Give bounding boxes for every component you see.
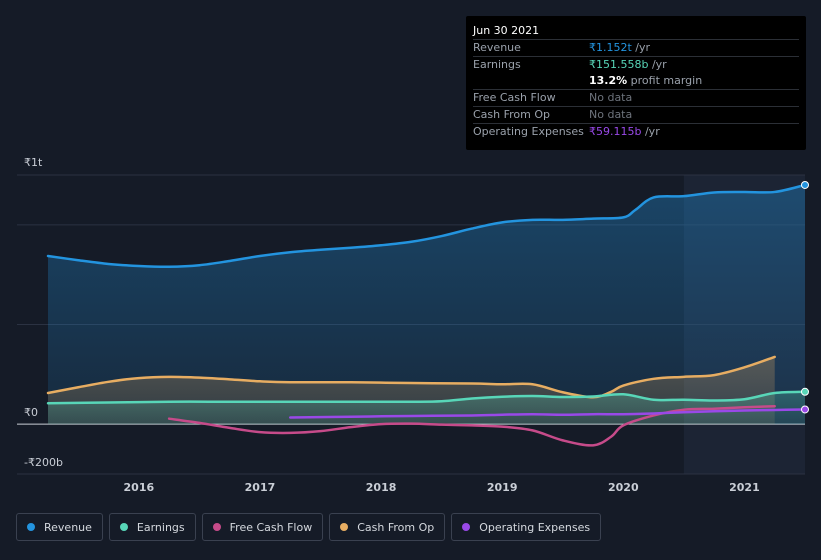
x-tick-label: 2020 — [608, 481, 639, 494]
tooltip-unit: profit margin — [627, 74, 703, 87]
end-point-operating-expenses — [801, 405, 809, 414]
y-axis-ticks: ₹1t ₹0 -₹200b — [24, 156, 63, 469]
series-end-markers — [801, 180, 809, 414]
legend-label: Free Cash Flow — [229, 520, 313, 534]
line-cash-from-op — [46, 355, 776, 399]
series-lines — [46, 183, 807, 447]
tooltip-value-operating-expenses: ₹59.115b — [589, 125, 642, 138]
tooltip-label: Free Cash Flow — [473, 91, 556, 104]
line-revenue — [46, 183, 807, 268]
legend-dot-icon — [119, 523, 128, 531]
legend-dot-icon — [340, 523, 349, 531]
legend-dot-icon — [462, 523, 471, 531]
tooltip-unit: /yr — [641, 125, 660, 138]
y-tick-label: ₹0 — [24, 406, 38, 419]
legend-item-free-cash-flow[interactable]: Free Cash Flow — [201, 513, 324, 541]
tooltip-row-revenue: Revenue ₹1.152t /yr — [473, 40, 799, 57]
legend-item-earnings[interactable]: Earnings — [108, 513, 196, 541]
area-earnings — [48, 391, 805, 425]
tooltip-row-operating-expenses: Operating Expenses ₹59.115b /yr — [473, 124, 799, 140]
legend-dot-icon — [212, 523, 221, 531]
tooltip-label: Earnings — [473, 58, 521, 71]
x-tick-label: 2019 — [487, 481, 518, 494]
legend: Revenue Earnings Free Cash Flow Cash Fro… — [16, 513, 602, 541]
tooltip-value-free-cash-flow: No data — [589, 91, 633, 104]
x-tick-label: 2018 — [366, 481, 397, 494]
legend-dot-icon — [27, 523, 35, 531]
tooltip-unit: /yr — [631, 41, 651, 54]
tooltip-value-earnings: ₹151.558b — [589, 58, 649, 71]
series-areas — [48, 184, 805, 425]
end-point-earnings — [801, 387, 809, 396]
x-tick-label: 2021 — [729, 481, 760, 494]
x-tick-label: 2017 — [245, 481, 276, 494]
tooltip-label: Revenue — [473, 41, 521, 54]
y-tick-label: -₹200b — [24, 456, 63, 469]
y-tick-label: ₹1t — [24, 156, 43, 169]
tooltip-label — [473, 73, 589, 89]
line-earnings — [46, 390, 807, 405]
tooltip-row-cash-from-op: Cash From Op No data — [473, 107, 799, 124]
legend-label: Operating Expenses — [479, 520, 591, 534]
tooltip-value-revenue: ₹1.152t — [589, 41, 632, 54]
tooltip: Jun 30 2021 Revenue ₹1.152t /yr Earnings… — [466, 16, 806, 150]
x-tick-label: 2016 — [124, 481, 155, 494]
line-operating-expenses — [288, 408, 807, 419]
tooltip-label: Cash From Op — [473, 108, 551, 121]
tooltip-value-margin: 13.2% — [589, 74, 628, 87]
tooltip-label: Operating Expenses — [473, 125, 584, 138]
tooltip-date: Jun 30 2021 — [473, 22, 799, 40]
tooltip-row-earnings: Earnings ₹151.558b /yr — [473, 57, 799, 73]
legend-label: Revenue — [44, 520, 92, 534]
legend-item-revenue[interactable]: Revenue — [16, 513, 103, 541]
legend-label: Earnings — [136, 520, 185, 534]
area-revenue — [48, 184, 805, 425]
tooltip-unit: /yr — [648, 58, 667, 71]
legend-item-operating-expenses[interactable]: Operating Expenses — [451, 513, 602, 541]
end-point-revenue — [801, 180, 809, 189]
tooltip-row-margin: 13.2% profit margin — [473, 73, 799, 90]
x-axis-ticks: 2016 2017 2018 2019 2020 2021 — [124, 481, 760, 494]
legend-label: Cash From Op — [357, 520, 435, 534]
tooltip-value-cash-from-op: No data — [589, 108, 633, 121]
legend-item-cash-from-op[interactable]: Cash From Op — [329, 513, 446, 541]
tooltip-row-free-cash-flow: Free Cash Flow No data — [473, 90, 799, 107]
